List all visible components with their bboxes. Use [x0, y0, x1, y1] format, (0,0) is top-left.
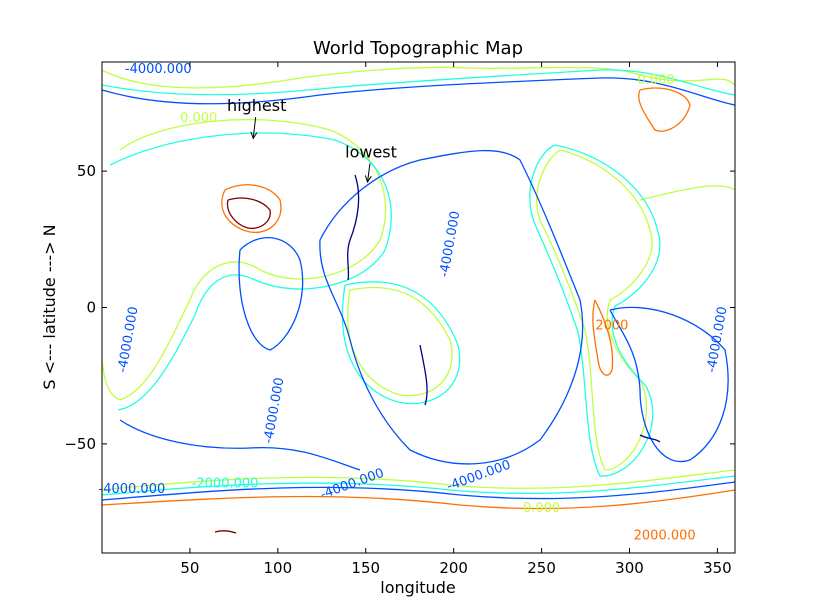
x-axis-ticks: 50 100 150 200 250 300 350 — [180, 62, 732, 577]
annotation-arrowhead — [364, 175, 372, 184]
x-tick-label: 150 — [351, 559, 380, 577]
contour-level-2000 — [102, 87, 735, 510]
contour-label: -4000.000 — [99, 482, 166, 497]
contour-level-0 — [102, 66, 735, 491]
contour-level-4000 — [214, 197, 271, 534]
annotations: highest lowest — [227, 96, 397, 184]
x-axis-label: longitude — [380, 578, 455, 597]
y-tick-label: −50 — [64, 435, 96, 453]
contour-level-neg6000 — [347, 174, 661, 443]
contour-level-neg4000 — [102, 77, 735, 501]
annotation-arrow — [367, 163, 371, 183]
contour-lines — [102, 66, 735, 534]
contour-level-neg2000 — [102, 69, 735, 496]
annotation-arrow — [252, 117, 257, 139]
contour-label: 0.000 — [637, 73, 674, 88]
x-tick-label: 200 — [439, 559, 468, 577]
contour-label: 0.000 — [523, 501, 560, 516]
contour-label: 2000.000 — [634, 528, 696, 543]
x-tick-label: 100 — [264, 559, 293, 577]
contour-label: -2000.000 — [192, 477, 259, 492]
annotation-arrowhead — [250, 131, 258, 140]
contour-label: 0.000 — [180, 111, 217, 126]
x-tick-label: 250 — [527, 559, 556, 577]
annotation-lowest: lowest — [345, 142, 397, 161]
contour-label: -4000.000 — [125, 62, 192, 77]
y-tick-label: 50 — [77, 162, 96, 180]
y-axis-ticks: 50 0 −50 — [64, 162, 735, 453]
x-tick-label: 350 — [703, 559, 732, 577]
chart-title: World Topographic Map — [313, 38, 523, 59]
annotation-highest: highest — [227, 96, 286, 115]
y-tick-label: 0 — [86, 299, 96, 317]
x-tick-label: 50 — [180, 559, 199, 577]
contour-label: 2000 — [595, 318, 628, 333]
y-axis-label: S <--- latitude ---> N — [40, 224, 59, 389]
x-tick-label: 300 — [615, 559, 644, 577]
